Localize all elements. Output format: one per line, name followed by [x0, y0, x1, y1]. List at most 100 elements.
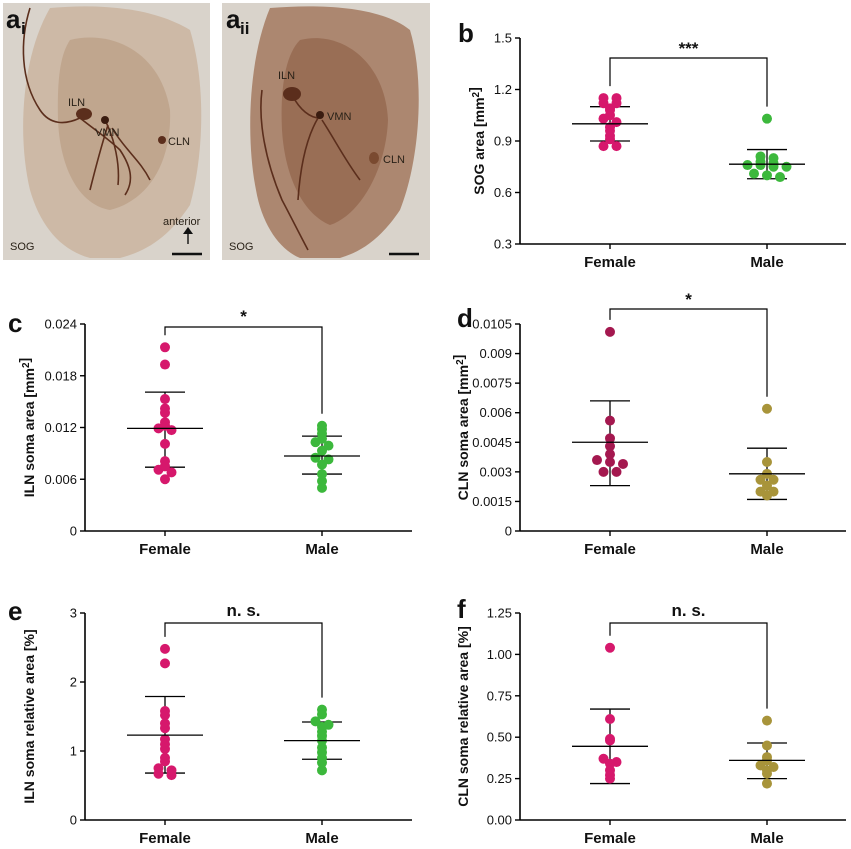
- y-tick-label-e: 2: [70, 675, 77, 690]
- data-point-c-female: [160, 394, 170, 405]
- significance-label-c: *: [240, 307, 247, 326]
- significance-label-d: *: [685, 290, 692, 309]
- y-tick-label-f: 0.75: [487, 688, 512, 703]
- data-point-d-male: [768, 474, 779, 485]
- data-point-b-female: [598, 93, 609, 104]
- y-tick-label-d: 0.009: [479, 346, 512, 361]
- data-point-c-female: [160, 359, 170, 370]
- significance-bracket-d: [609, 308, 768, 397]
- y-tick-label-f: 1.25: [487, 606, 512, 621]
- y-tick-label-d: 0.0015: [472, 494, 512, 509]
- y-tick-label-c: 0.018: [44, 368, 77, 383]
- data-point-b-female: [611, 117, 622, 128]
- micrograph-aii-vmn-soma: [316, 111, 324, 119]
- data-point-e-female: [166, 765, 177, 776]
- data-point-e-male: [323, 719, 334, 730]
- y-tick-label-f: 0.00: [487, 813, 512, 828]
- data-point-f-female: [605, 713, 615, 724]
- significance-bracket-b: [609, 57, 768, 107]
- panel-letter-d: d: [457, 303, 473, 333]
- data-point-c-female: [160, 456, 170, 467]
- y-tick-label-f: 0.25: [487, 771, 512, 786]
- significance-label-f: n. s.: [671, 601, 705, 620]
- data-point-b-male: [749, 168, 759, 179]
- micrograph-aii-letter: a: [226, 4, 241, 34]
- y-tick-label-d: 0.0075: [472, 376, 512, 391]
- panel-letter-b: b: [458, 18, 474, 48]
- y-tick-label-b: 0.3: [494, 237, 512, 252]
- data-point-c-male: [317, 482, 327, 493]
- significance-bracket-c: [164, 326, 323, 414]
- data-point-f-female: [605, 642, 615, 653]
- data-point-e-female: [160, 734, 170, 745]
- y-axis-title-b: SOG area [mm2]: [466, 87, 487, 195]
- data-point-b-male: [781, 161, 792, 172]
- data-point-d-male: [755, 486, 766, 497]
- category-label-c: Male: [305, 541, 338, 558]
- y-tick-label-b: 0.6: [494, 185, 512, 200]
- data-point-b-male: [768, 153, 779, 164]
- data-point-f-male: [762, 752, 772, 763]
- data-point-e-female: [153, 763, 164, 774]
- micrograph-aii-iln-soma: [283, 87, 301, 101]
- data-point-c-male: [323, 440, 334, 451]
- data-point-b-male: [762, 113, 772, 124]
- y-axis-title-e: ILN soma relative area [%]: [21, 629, 37, 803]
- y-tick-label-e: 3: [70, 606, 77, 621]
- micrograph-aii-tissue-inner: [281, 38, 388, 225]
- data-point-c-female: [160, 342, 170, 353]
- anterior-arrow-icon: [183, 227, 193, 244]
- category-label-b: Female: [584, 254, 636, 271]
- data-point-c-female: [166, 467, 177, 478]
- category-label-c: Female: [139, 541, 191, 558]
- data-point-d-female: [605, 433, 615, 444]
- micrograph-ai-cln-soma: [158, 136, 166, 144]
- chart-f: f 0.00 0.25 0.50 0.75 1.00 1.25 Female Male CLN s…: [455, 594, 846, 847]
- category-label-f: Male: [750, 830, 783, 847]
- y-tick-label-c: 0.006: [44, 472, 77, 487]
- micrograph-ai-neurons: [22, 7, 151, 196]
- y-tick-label-d: 0.006: [479, 405, 512, 420]
- data-point-d-female: [611, 466, 622, 477]
- data-point-b-male: [755, 151, 766, 162]
- micrograph-ai-label-vmn: VMN: [95, 127, 120, 139]
- significance-label-e: n. s.: [226, 601, 260, 620]
- data-point-d-female: [618, 458, 628, 469]
- y-tick-label-d: 0.003: [479, 464, 512, 479]
- chart-d: d 0 0.0015 0.003 0.0045 0.006 0.0075 0.009 0.010…: [450, 290, 846, 558]
- data-point-d-female: [598, 466, 609, 477]
- data-point-c-female: [160, 438, 170, 449]
- data-point-b-female: [598, 141, 609, 152]
- data-point-d-male: [762, 403, 772, 414]
- micrograph-aii-label-iln: ILN: [278, 70, 295, 82]
- y-tick-label-f: 0.50: [487, 730, 512, 745]
- data-point-e-male: [317, 765, 327, 776]
- micrograph-aii-label-cln: CLN: [383, 154, 405, 166]
- micrograph-aii-label-sog: SOG: [229, 241, 253, 253]
- data-point-f-male: [768, 762, 779, 773]
- category-label-e: Male: [305, 830, 338, 847]
- data-point-b-female: [611, 141, 622, 152]
- y-tick-label-c: 0.024: [44, 317, 77, 332]
- data-point-b-female: [611, 93, 622, 104]
- panel-letter-f: f: [457, 594, 466, 624]
- data-point-c-female: [160, 417, 170, 428]
- data-point-f-female: [605, 733, 615, 744]
- data-point-b-male: [742, 160, 753, 171]
- y-tick-label-d: 0.0105: [472, 317, 512, 332]
- micrograph-ai-label-cln: CLN: [168, 136, 190, 148]
- micrograph-aii-label-vmn: VMN: [327, 111, 352, 123]
- data-point-d-male: [768, 486, 779, 497]
- data-point-d-male: [762, 480, 772, 491]
- y-tick-label-e: 1: [70, 744, 77, 759]
- data-point-c-male: [323, 454, 334, 465]
- y-tick-label-c: 0.012: [44, 420, 77, 435]
- y-axis-title-d: CLN soma area [mm2]: [450, 355, 471, 501]
- data-point-f-male: [762, 715, 772, 726]
- data-point-f-male: [762, 740, 772, 751]
- data-point-c-female: [160, 474, 170, 485]
- y-tick-label-d: 0.0045: [472, 435, 512, 450]
- data-point-d-female: [605, 449, 615, 460]
- data-point-b-male: [762, 170, 772, 181]
